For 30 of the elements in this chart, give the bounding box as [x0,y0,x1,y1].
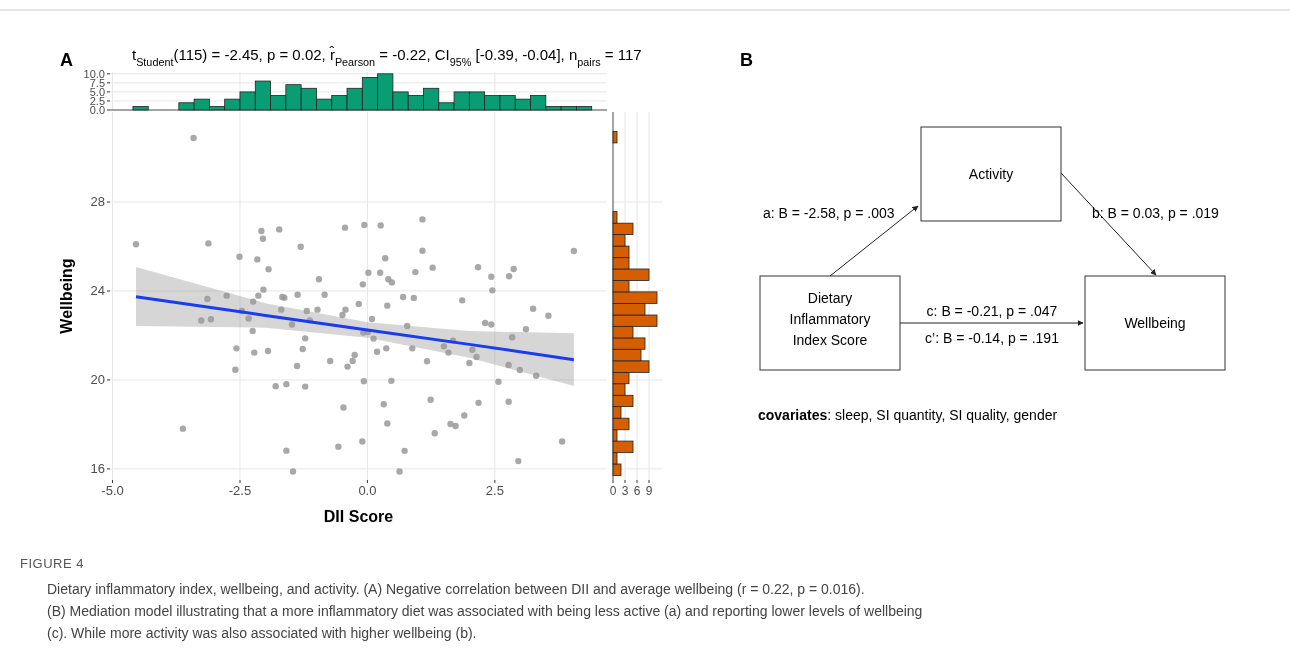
x-tick-label: 6 [633,484,641,498]
text: Dietary Inflammatory Index Score [789,290,871,348]
text: A [60,50,73,70]
text: B [740,50,753,70]
text: (B) Mediation model illustrating that a more inflammatory diet was associated with being less active (a) and reporting lower levels of wellbeing (c). While more activity was also associated with higher wellbeing (b). [47,603,923,641]
y-tick-label: 28 [90,194,105,210]
y-tick-label: 20 [90,371,105,387]
line-series [134,295,576,362]
y-tick-label: 10.0 [83,67,105,80]
x-tick-label: 9 [645,484,653,498]
caption: FIGURE 4 [20,556,84,571]
x-tick-label: 3 [621,484,629,498]
chart-title: t$_{Student}$(115) = -2.45, p = 0.02, r̂$_{Pearson}$ = -0.22, CI$_{95%}$ [-0.39, -0.04], n$_{pairs}$ = 117 [132,46,642,68]
y-tick-label: 16 [90,460,105,476]
text: Wellbeing [1124,315,1186,331]
x-tick-label: 0 [609,484,617,498]
text: a: B = -2.58, p = .003 [763,205,895,221]
x-axis-title: DII Score [323,508,394,525]
y-axis-title: Wellbeing [58,258,75,334]
text: c’: B = -0.14, p = .191 [925,330,1060,346]
x-tick-label: 0.0 [358,483,377,498]
text: covariates: sleep, SI quantity, SI quality, gender [758,407,1058,423]
text: Dietary inflammatory index, wellbeing, and activity. (A) Negative correlation between DII and average wellbeing (r = 0.22, p = 0.016). [47,581,865,597]
x-tick-label: -2.5 [228,483,252,498]
y-tick-label: 0.0 [89,104,105,116]
y-tick-label: 24 [90,283,105,298]
x-tick-label: -5.0 [101,483,124,498]
text: Activity [968,166,1014,182]
text: c: B = -0.21, p = .047 [926,303,1058,319]
x-tick-label: 2.5 [485,483,504,498]
